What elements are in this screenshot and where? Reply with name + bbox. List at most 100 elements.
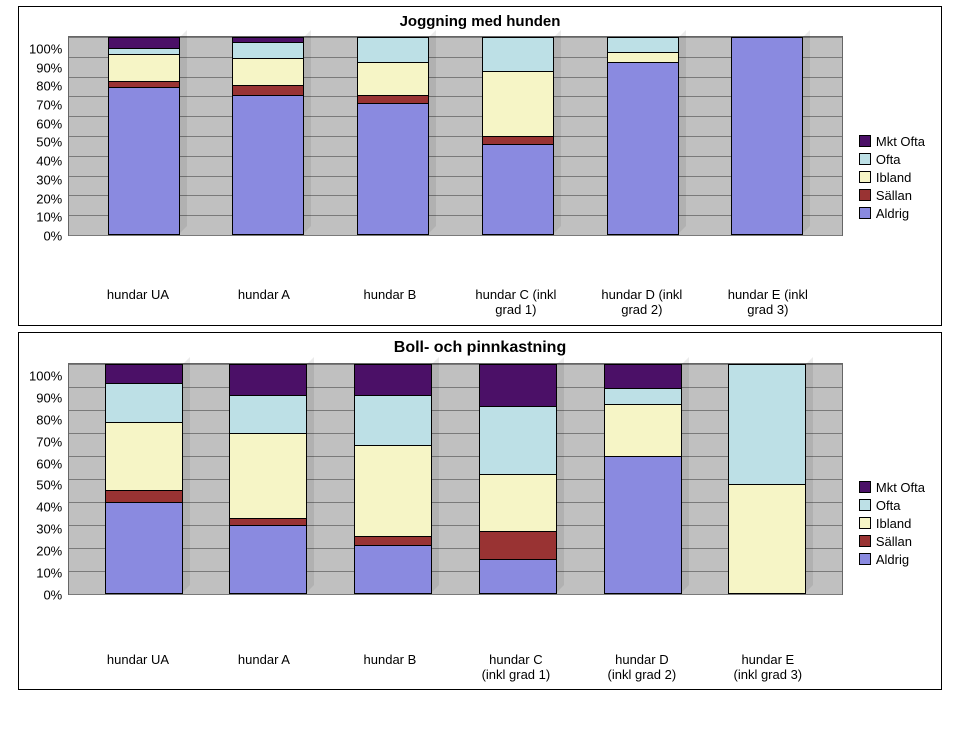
legend-swatch: [859, 481, 871, 493]
y-axis: 100%90%80%70%60%50%40%30%20%10%0%: [29, 36, 68, 236]
bar-segment-ofta: [729, 365, 805, 484]
bar-stack: [607, 37, 679, 235]
bar-segment-aldrig: [233, 95, 303, 234]
legend-label: Aldrig: [876, 206, 909, 221]
y-tick: 60%: [36, 117, 62, 130]
legend-swatch: [859, 189, 871, 201]
bar-group: [93, 364, 195, 594]
bar-segment-sallan: [480, 531, 556, 558]
bar-segment-sallan: [355, 536, 431, 545]
bar-segment-aldrig: [355, 545, 431, 593]
bar-segment-sallan: [106, 490, 182, 501]
legend-swatch: [859, 553, 871, 565]
bar-segment-mkt_ofta: [480, 365, 556, 406]
bar-segment-sallan: [233, 85, 303, 95]
y-tick: 50%: [36, 479, 62, 492]
bar-stack: [108, 37, 180, 235]
legend-item: Ibland: [859, 516, 925, 531]
bar-stack: [357, 37, 429, 235]
y-tick: 90%: [36, 391, 62, 404]
bar-stack: [731, 37, 803, 235]
legend-label: Mkt Ofta: [876, 134, 925, 149]
chart-panel: Boll- och pinnkastning100%90%80%70%60%50…: [18, 332, 942, 690]
bar-segment-aldrig: [732, 38, 802, 234]
bar-segment-ibland: [233, 58, 303, 85]
legend: Mkt OftaOftaIblandSällanAldrig: [843, 36, 931, 318]
bar-segment-aldrig: [605, 456, 681, 593]
legend-swatch: [859, 135, 871, 147]
y-tick: 80%: [36, 80, 62, 93]
bar-segment-ofta: [483, 38, 553, 71]
bar-segment-ofta: [480, 406, 556, 474]
bar-segment-sallan: [230, 518, 306, 525]
bar-segment-mkt_ofta: [355, 365, 431, 395]
x-label: hundar D (inklgrad 2): [594, 288, 690, 318]
bar-segment-ofta: [355, 395, 431, 445]
y-tick: 60%: [36, 457, 62, 470]
y-axis: 100%90%80%70%60%50%40%30%20%10%0%: [29, 363, 68, 595]
y-tick: 10%: [36, 211, 62, 224]
bar-segment-ofta: [230, 395, 306, 434]
bar-segment-ibland: [480, 474, 556, 531]
legend-item: Sällan: [859, 534, 925, 549]
bar-segment-ibland: [608, 52, 678, 62]
bar-segment-sallan: [358, 95, 428, 103]
bar-segment-ibland: [729, 484, 805, 593]
legend-swatch: [859, 517, 871, 529]
y-tick: 100%: [29, 43, 62, 56]
bar-group: [470, 37, 566, 235]
bar-segment-mkt_ofta: [230, 365, 306, 395]
bar-stack: [229, 364, 307, 594]
bar-segment-aldrig: [106, 502, 182, 593]
bar-group: [96, 37, 192, 235]
bar-segment-aldrig: [483, 144, 553, 234]
legend-item: Sällan: [859, 188, 925, 203]
bar-segment-ofta: [358, 38, 428, 62]
y-tick: 90%: [36, 61, 62, 74]
y-tick: 10%: [36, 567, 62, 580]
bar-segment-ibland: [230, 433, 306, 517]
bar-group: [716, 364, 818, 594]
bar-segment-ibland: [109, 54, 179, 81]
chart-title: Joggning med hunden: [19, 7, 941, 32]
bar-segment-ofta: [605, 388, 681, 404]
legend-swatch: [859, 535, 871, 547]
bar-stack: [482, 37, 554, 235]
legend-label: Ofta: [876, 152, 901, 167]
legend-label: Sällan: [876, 534, 912, 549]
bar-stack: [105, 364, 183, 594]
y-tick: 0%: [43, 588, 62, 601]
legend-label: Sällan: [876, 188, 912, 203]
chart-panel: Joggning med hunden100%90%80%70%60%50%40…: [18, 6, 942, 326]
y-tick: 40%: [36, 501, 62, 514]
y-tick: 70%: [36, 99, 62, 112]
bar-segment-aldrig: [230, 525, 306, 593]
bar-stack: [728, 364, 806, 594]
legend-item: Aldrig: [859, 552, 925, 567]
bar-stack: [354, 364, 432, 594]
bar-stack: [479, 364, 557, 594]
x-label: hundar UA: [90, 288, 186, 318]
x-label: hundar B: [342, 288, 438, 318]
bar-group: [592, 364, 694, 594]
y-tick: 100%: [29, 370, 62, 383]
x-label: hundar B: [339, 653, 441, 683]
y-tick: 80%: [36, 413, 62, 426]
bar-segment-mkt_ofta: [106, 365, 182, 383]
legend-item: Mkt Ofta: [859, 134, 925, 149]
bar-segment-ibland: [483, 71, 553, 136]
bar-segment-mkt_ofta: [605, 365, 681, 388]
legend-swatch: [859, 207, 871, 219]
y-tick: 70%: [36, 435, 62, 448]
bar-group: [595, 37, 691, 235]
plot-area: [68, 36, 843, 236]
bar-segment-ibland: [106, 422, 182, 490]
x-label: hundar A: [213, 653, 315, 683]
bar-group: [719, 37, 815, 235]
y-tick: 20%: [36, 545, 62, 558]
bar-group: [342, 364, 444, 594]
x-label: hundar D(inkl grad 2): [591, 653, 693, 683]
plot-area: [68, 363, 843, 595]
bar-segment-ofta: [106, 383, 182, 422]
bar-stack: [232, 37, 304, 235]
